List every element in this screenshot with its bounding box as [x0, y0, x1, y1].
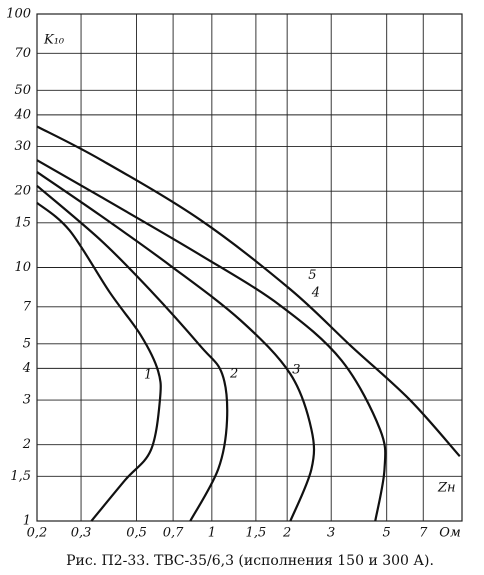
x-tick-label: 0,3 [71, 526, 92, 541]
x-tick-label: 1 [208, 526, 216, 541]
x-axis-label: Zн [437, 481, 456, 496]
curve-label: 1 [144, 368, 152, 383]
curve-label: 4 [311, 286, 320, 301]
y-tick-label: 7 [23, 299, 32, 314]
y-tick-label: 5 [23, 336, 31, 351]
x-tick-label: 0,5 [126, 526, 147, 541]
y-tick-label: 50 [14, 83, 31, 98]
x-tick-label: 3 [327, 526, 335, 541]
curve-label: 2 [229, 367, 238, 382]
y-axis-label: K₁₀ [43, 33, 65, 48]
y-tick-label: 40 [13, 107, 31, 122]
y-tick-label: 20 [13, 184, 31, 199]
curve-label: 3 [292, 363, 300, 378]
curve [36, 184, 229, 522]
curve [36, 159, 387, 522]
y-tick-label: 4 [22, 361, 31, 376]
caption: Рис. П2-33. ТВС-35/6,3 (исполнения 150 и… [66, 553, 434, 569]
curve [36, 201, 162, 522]
y-tick-label: 2 [22, 437, 31, 452]
y-tick-label: 1,5 [10, 469, 31, 484]
y-tick-label: 100 [6, 7, 31, 22]
curve-label: 5 [308, 268, 316, 283]
x-tick-label: 7 [419, 526, 428, 541]
y-tick-label: 10 [14, 260, 31, 275]
x-tick-label: 2 [282, 526, 291, 541]
curve [36, 171, 316, 522]
y-tick-label: 1 [23, 514, 31, 529]
x-tick-label: 1,5 [246, 526, 267, 541]
x-axis-unit: Ом [439, 526, 460, 541]
x-tick-label: 5 [383, 526, 391, 541]
curve [36, 125, 461, 458]
x-tick-label: 0,7 [163, 526, 184, 541]
y-tick-label: 15 [14, 215, 31, 230]
x-tick-label: 0,2 [27, 526, 48, 541]
y-tick-label: 3 [23, 393, 31, 408]
y-tick-label: 70 [14, 46, 31, 61]
y-tick-label: 30 [14, 139, 31, 154]
